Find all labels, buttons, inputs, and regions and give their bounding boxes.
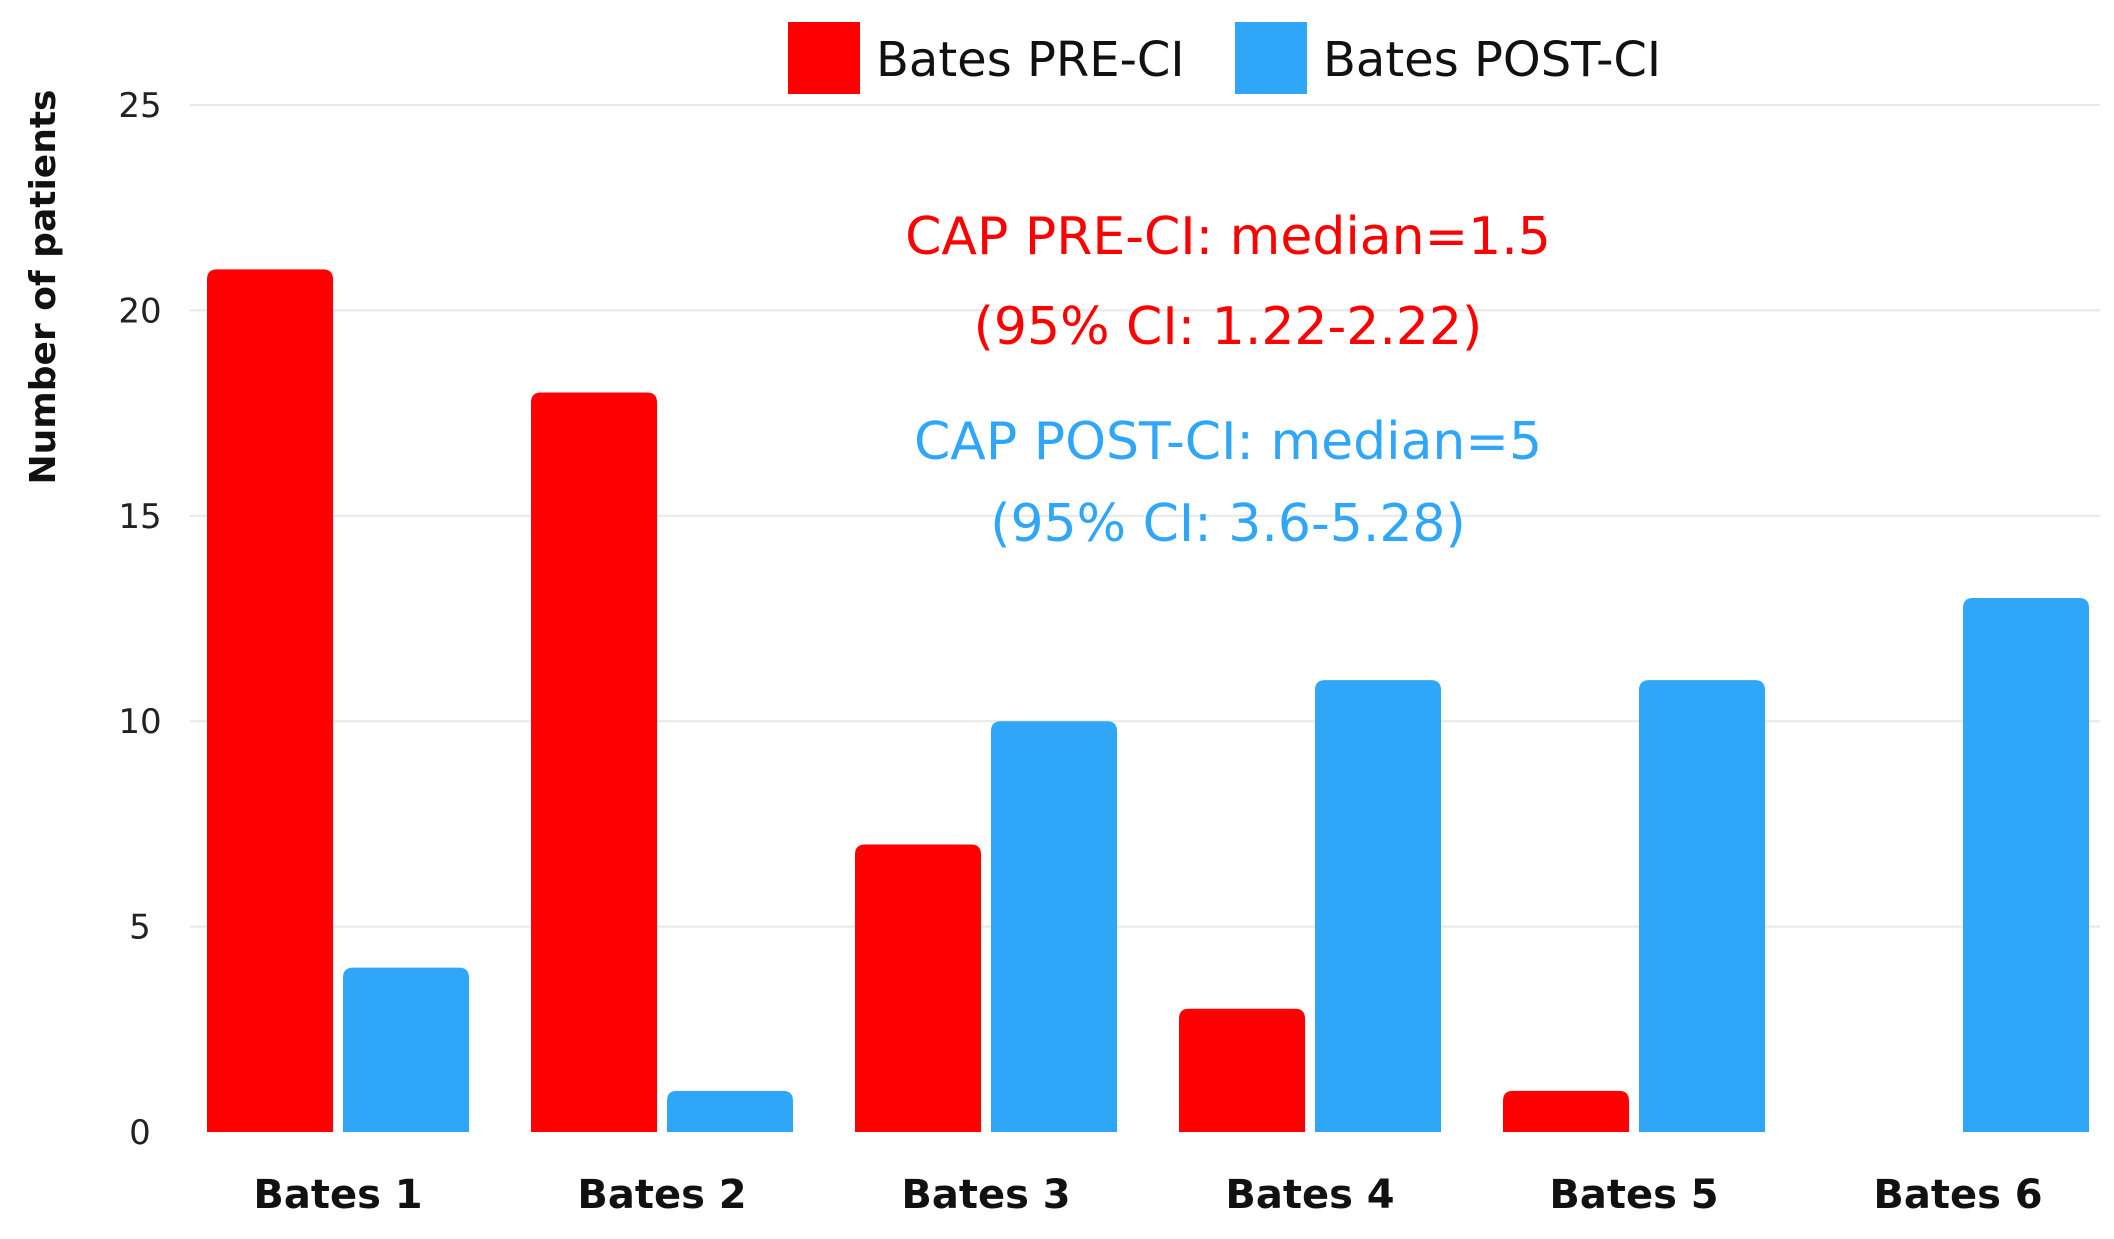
legend-label: Bates POST-CI (1323, 32, 1661, 88)
bar-post-2 (667, 1090, 793, 1132)
bar-pre-4 (1179, 1008, 1305, 1132)
annotations: CAP PRE-CI: median=1.5 (95% CI: 1.22-2.22… (905, 207, 1551, 554)
bar-post-5 (1639, 680, 1765, 1132)
y-tick-label: 15 (118, 497, 161, 537)
y-axis-title: Number of patients (23, 90, 64, 485)
annotation-text: CAP POST-CI: median=5 (914, 412, 1542, 472)
bar-pre-5 (1503, 1090, 1629, 1132)
legend: Bates PRE-CI Bates POST-CI (788, 22, 1661, 94)
annotation-text: CAP PRE-CI: median=1.5 (905, 207, 1551, 267)
x-tick-label: Bates 5 (1549, 1172, 1718, 1218)
y-tick-label: 10 (118, 702, 161, 742)
y-tick-label: 25 (118, 86, 161, 126)
gridlines (190, 104, 2100, 928)
y-tick-label: 20 (118, 291, 161, 331)
x-tick-label: Bates 1 (253, 1172, 422, 1218)
x-tick-label: Bates 6 (1873, 1172, 2042, 1218)
x-tick-label: Bates 3 (901, 1172, 1070, 1218)
y-axis-ticks: 0 5 10 15 20 25 (118, 86, 161, 1153)
bar-pre-1 (207, 269, 333, 1132)
legend-swatch (1235, 22, 1307, 94)
legend-swatch (788, 22, 860, 94)
annotation-text: (95% CI: 1.22-2.22) (974, 297, 1483, 357)
bar-post-4 (1315, 680, 1441, 1132)
legend-label: Bates PRE-CI (876, 32, 1185, 88)
bar-pre-3 (855, 844, 981, 1132)
annotation-text: (95% CI: 3.6-5.28) (990, 494, 1466, 554)
bar-post-6 (1963, 597, 2089, 1132)
y-tick-label: 0 (129, 1113, 151, 1153)
x-tick-label: Bates 2 (577, 1172, 746, 1218)
x-tick-label: Bates 4 (1225, 1172, 1394, 1218)
bar-post-1 (343, 967, 469, 1132)
x-axis-labels: Bates 1 Bates 2 Bates 3 Bates 4 Bates 5 Bates… (253, 1172, 2042, 1218)
bar-pre-2 (531, 392, 657, 1132)
bars (207, 269, 2089, 1132)
bar-post-3 (991, 721, 1117, 1132)
y-tick-label: 5 (129, 908, 151, 948)
